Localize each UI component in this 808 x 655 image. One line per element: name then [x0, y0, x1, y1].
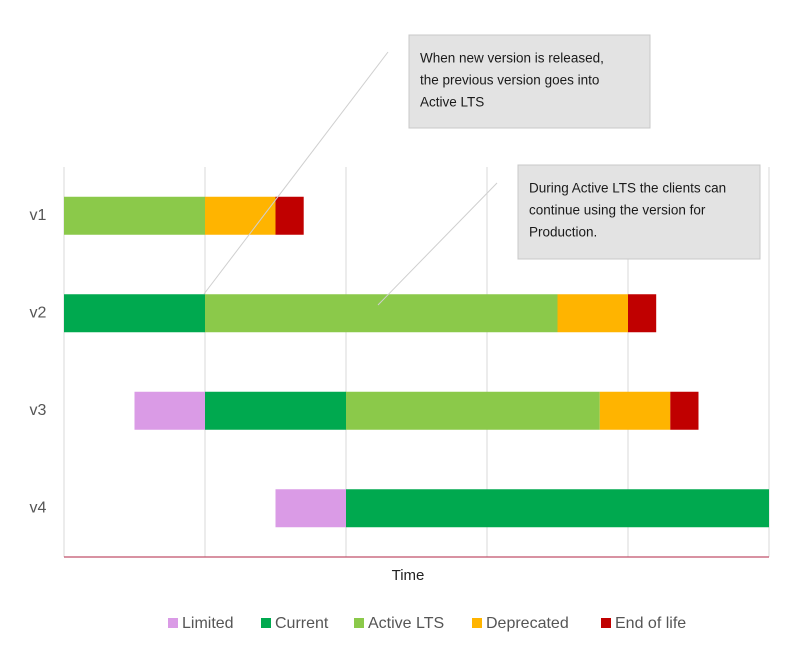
callout-box — [517, 164, 761, 260]
callout-text: During Active LTS the clients can — [529, 181, 726, 196]
bar-segment — [346, 391, 600, 430]
callout-connector — [203, 51, 389, 295]
x-axis-title: Time — [392, 567, 425, 584]
legend-label: End of life — [615, 615, 686, 632]
callout-text: Active LTS — [420, 95, 484, 110]
bar-segment — [64, 294, 205, 333]
legend-swatch — [472, 618, 482, 628]
bar-segment — [628, 294, 657, 333]
y-tick-label: v3 — [30, 402, 47, 419]
legend-label: Limited — [182, 615, 234, 632]
legend-swatch — [168, 618, 178, 628]
legend-label: Active LTS — [368, 615, 444, 632]
bar-segment — [670, 391, 699, 430]
bar-segment — [557, 294, 628, 333]
legend-label: Current — [275, 615, 329, 632]
bar-segment — [134, 391, 205, 430]
legend-swatch — [261, 618, 271, 628]
callout-text: continue using the version for — [529, 203, 706, 218]
legend-label: Deprecated — [486, 615, 569, 632]
bar-segment — [205, 294, 558, 333]
bar-segment — [205, 391, 346, 430]
bar-segment — [346, 489, 769, 528]
bar-segment — [275, 489, 346, 528]
callout-text: Production. — [529, 225, 597, 240]
legend-swatch — [601, 618, 611, 628]
y-tick-label: v4 — [30, 499, 47, 516]
callout-text: When new version is released, — [420, 51, 604, 66]
legend-swatch — [354, 618, 364, 628]
bar-segment — [275, 196, 304, 235]
callout-text: the previous version goes into — [420, 73, 599, 88]
bar-segment — [64, 196, 205, 235]
callout-box — [408, 34, 651, 129]
y-tick-label: v1 — [30, 207, 47, 224]
bar-segment — [205, 196, 276, 235]
callout-connector — [377, 182, 498, 306]
bar-segment — [599, 391, 671, 430]
y-tick-label: v2 — [30, 304, 47, 321]
